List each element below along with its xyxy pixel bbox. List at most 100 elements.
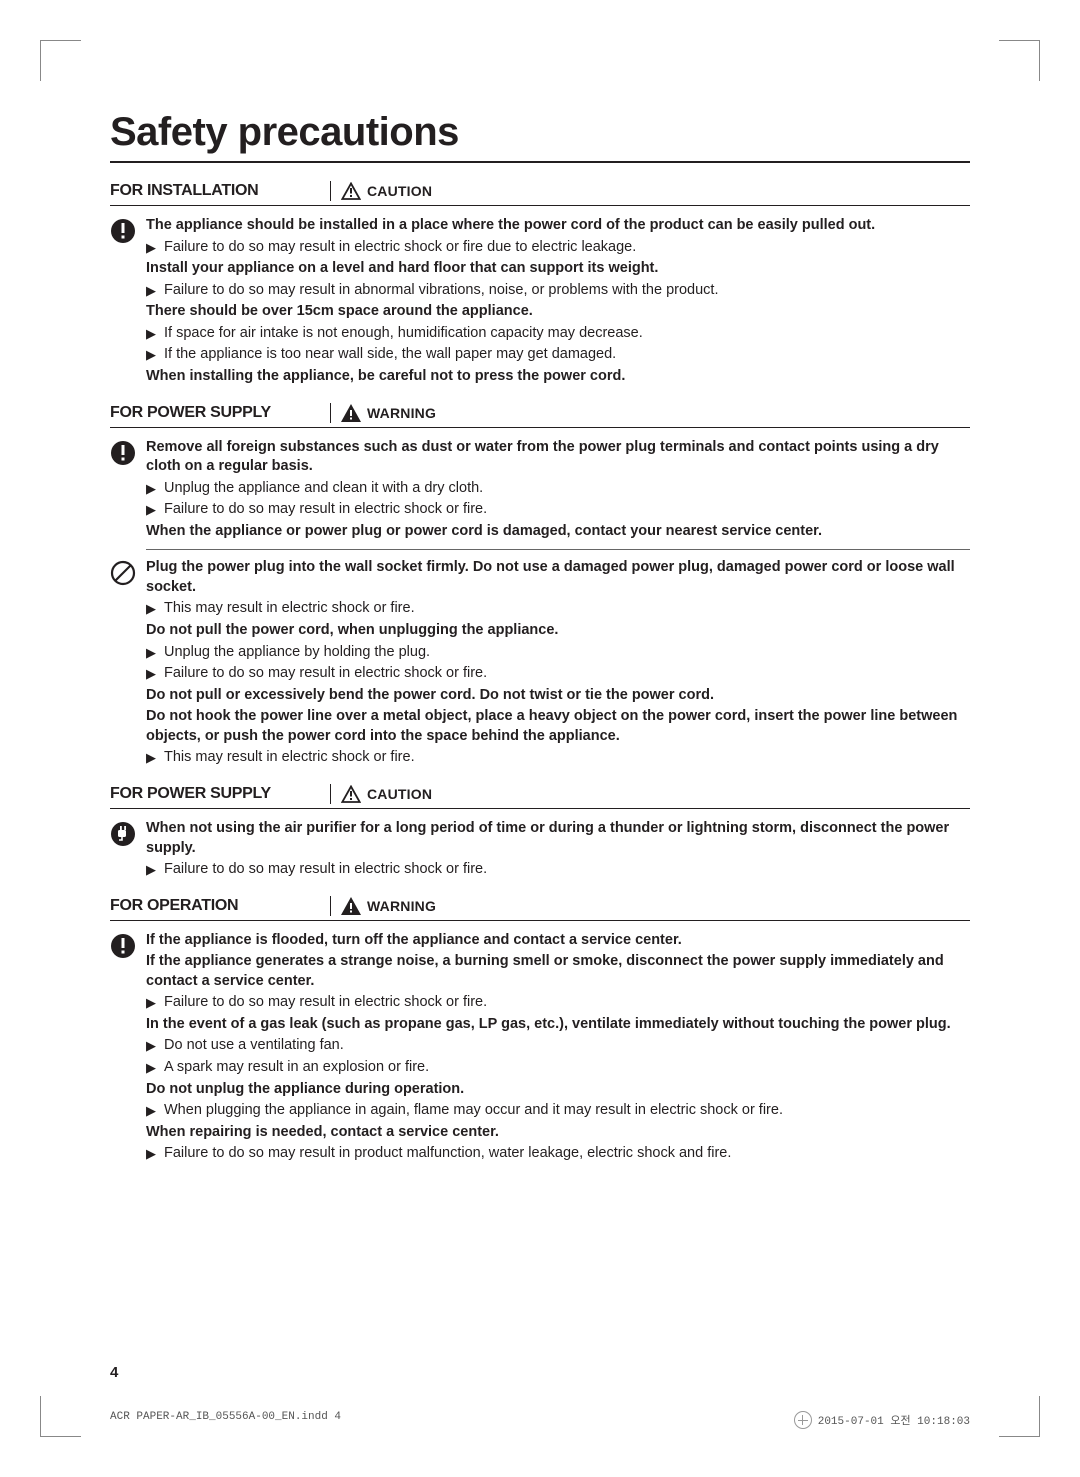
- bullet-text: Unplug the appliance by holding the plug…: [164, 643, 970, 663]
- section-tag: WARNING: [367, 405, 436, 421]
- bullet-line: ▶When plugging the appliance in again, f…: [146, 1101, 970, 1121]
- bullet-line: ▶Unplug the appliance by holding the plu…: [146, 643, 970, 663]
- bullet-arrow-icon: ▶: [146, 1101, 164, 1121]
- section-divider: [330, 784, 331, 804]
- bullet-line: ▶Failure to do so may result in electric…: [146, 993, 970, 1013]
- bullet-text: If the appliance is too near wall side, …: [164, 345, 970, 365]
- warning-icon: [341, 404, 361, 422]
- section-tag: CAUTION: [367, 786, 432, 802]
- prohibit-circle-icon: [110, 558, 146, 770]
- content-block: If the appliance is flooded, turn off th…: [110, 931, 970, 1166]
- bullet-line: ▶Unplug the appliance and clean it with …: [146, 479, 970, 499]
- bullet-line: ▶Do not use a ventilating fan.: [146, 1036, 970, 1056]
- bullet-arrow-icon: ▶: [146, 748, 164, 768]
- bold-line: Do not hook the power line over a metal …: [146, 707, 970, 746]
- title-rule: [110, 161, 970, 163]
- bullet-line: ▶A spark may result in an explosion or f…: [146, 1058, 970, 1078]
- bullet-text: If space for air intake is not enough, h…: [164, 324, 970, 344]
- bold-line: The appliance should be installed in a p…: [146, 216, 970, 236]
- thin-rule: [146, 549, 970, 550]
- bullet-line: ▶Failure to do so may result in abnormal…: [146, 281, 970, 301]
- bullet-text: A spark may result in an explosion or fi…: [164, 1058, 970, 1078]
- page: Safety precautions FOR INSTALLATIONCAUTI…: [0, 0, 1080, 1477]
- bullet-arrow-icon: ▶: [146, 1144, 164, 1164]
- content-block: Remove all foreign substances such as du…: [110, 438, 970, 544]
- content: Remove all foreign substances such as du…: [146, 438, 970, 544]
- exclaim-circle-solid-icon: [110, 216, 146, 389]
- section-label: FOR INSTALLATION: [110, 182, 330, 200]
- content: When not using the air purifier for a lo…: [146, 819, 970, 882]
- footer: ACR PAPER-AR_IB_05556A-00_EN.indd 4 2015…: [110, 1411, 970, 1429]
- sections-container: FOR INSTALLATION CAUTION The appliance sho…: [110, 181, 970, 1166]
- registration-mark-icon: [794, 1411, 812, 1429]
- bold-line: When the appliance or power plug or powe…: [146, 522, 970, 542]
- section-rule: [110, 427, 970, 428]
- bullet-arrow-icon: ▶: [146, 238, 164, 258]
- crop-mark: [40, 1396, 81, 1437]
- section-rule: [110, 920, 970, 921]
- content: The appliance should be installed in a p…: [146, 216, 970, 389]
- bullet-line: ▶Failure to do so may result in electric…: [146, 500, 970, 520]
- bullet-arrow-icon: ▶: [146, 643, 164, 663]
- section-header: FOR POWER SUPPLY WARNING: [110, 403, 970, 423]
- bullet-text: This may result in electric shock or fir…: [164, 599, 970, 619]
- bullet-text: Do not use a ventilating fan.: [164, 1036, 970, 1056]
- section-divider: [330, 403, 331, 423]
- bullet-arrow-icon: ▶: [146, 324, 164, 344]
- bold-line: When not using the air purifier for a lo…: [146, 819, 970, 858]
- bullet-line: ▶Failure to do so may result in electric…: [146, 238, 970, 258]
- crop-mark: [999, 40, 1040, 81]
- bold-line: Install your appliance on a level and ha…: [146, 259, 970, 279]
- bullet-line: ▶This may result in electric shock or fi…: [146, 748, 970, 768]
- section-label: FOR POWER SUPPLY: [110, 785, 330, 803]
- exclaim-circle-solid-icon: [110, 931, 146, 1166]
- bullet-text: This may result in electric shock or fir…: [164, 748, 970, 768]
- content: If the appliance is flooded, turn off th…: [146, 931, 970, 1166]
- bullet-arrow-icon: ▶: [146, 345, 164, 365]
- bullet-text: When plugging the appliance in again, fl…: [164, 1101, 970, 1121]
- bullet-line: ▶If the appliance is too near wall side,…: [146, 345, 970, 365]
- bold-line: When installing the appliance, be carefu…: [146, 367, 970, 387]
- plug-circle-icon: [110, 819, 146, 882]
- bullet-line: ▶Failure to do so may result in product …: [146, 1144, 970, 1164]
- section-label: FOR POWER SUPPLY: [110, 404, 330, 422]
- bullet-arrow-icon: ▶: [146, 479, 164, 499]
- bullet-arrow-icon: ▶: [146, 500, 164, 520]
- bold-line: Plug the power plug into the wall socket…: [146, 558, 970, 597]
- section-divider: [330, 896, 331, 916]
- bullet-line: ▶This may result in electric shock or fi…: [146, 599, 970, 619]
- bullet-line: ▶Failure to do so may result in electric…: [146, 664, 970, 684]
- content-block: The appliance should be installed in a p…: [110, 216, 970, 389]
- content-block: When not using the air purifier for a lo…: [110, 819, 970, 882]
- bullet-line: ▶Failure to do so may result in electric…: [146, 860, 970, 880]
- bold-line: Do not pull or excessively bend the powe…: [146, 686, 970, 706]
- section-tag: CAUTION: [367, 183, 432, 199]
- footer-timestamp: 2015-07-01 오전 10:18:03: [818, 1412, 970, 1428]
- crop-mark: [999, 1396, 1040, 1437]
- bold-line: Do not pull the power cord, when unplugg…: [146, 621, 970, 641]
- content-block: Plug the power plug into the wall socket…: [110, 558, 970, 770]
- bullet-arrow-icon: ▶: [146, 599, 164, 619]
- bullet-text: Failure to do so may result in product m…: [164, 1144, 970, 1164]
- footer-right: 2015-07-01 오전 10:18:03: [794, 1411, 970, 1429]
- section-tag: WARNING: [367, 898, 436, 914]
- bullet-text: Failure to do so may result in electric …: [164, 993, 970, 1013]
- content: Plug the power plug into the wall socket…: [146, 558, 970, 770]
- caution-icon: [341, 182, 361, 200]
- bullet-text: Unplug the appliance and clean it with a…: [164, 479, 970, 499]
- bullet-arrow-icon: ▶: [146, 1036, 164, 1056]
- bullet-text: Failure to do so may result in electric …: [164, 238, 970, 258]
- bullet-arrow-icon: ▶: [146, 1058, 164, 1078]
- bullet-text: Failure to do so may result in electric …: [164, 500, 970, 520]
- exclaim-circle-solid-icon: [110, 438, 146, 544]
- bold-line: In the event of a gas leak (such as prop…: [146, 1015, 970, 1035]
- section-header: FOR POWER SUPPLY CAUTION: [110, 784, 970, 804]
- bullet-arrow-icon: ▶: [146, 993, 164, 1013]
- section-rule: [110, 808, 970, 809]
- footer-left: ACR PAPER-AR_IB_05556A-00_EN.indd 4: [110, 1411, 341, 1429]
- bold-line: There should be over 15cm space around t…: [146, 302, 970, 322]
- bullet-arrow-icon: ▶: [146, 664, 164, 684]
- bullet-arrow-icon: ▶: [146, 281, 164, 301]
- bold-line: When repairing is needed, contact a serv…: [146, 1123, 970, 1143]
- section-divider: [330, 181, 331, 201]
